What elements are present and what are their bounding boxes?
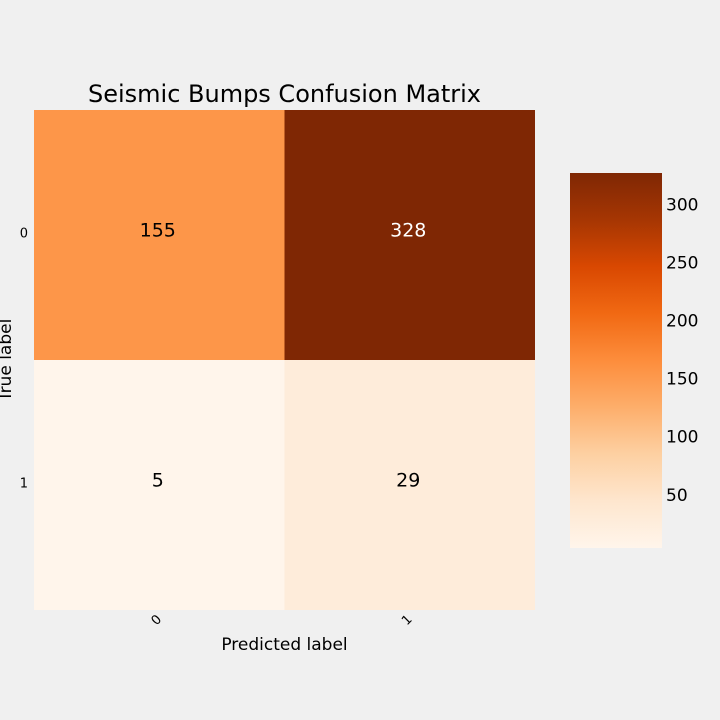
cell-value-label: 5	[152, 470, 164, 492]
colorbar-tick-label: 200	[666, 312, 698, 332]
colorbar-ticks: 50 100 150 200 250 300	[666, 196, 698, 506]
heatmap-cells	[34, 110, 535, 610]
heatmap-cell	[284, 360, 535, 610]
y-tick-label: 0	[20, 227, 28, 242]
colorbar-tick-label: 250	[666, 254, 698, 274]
colorbar-gradient	[570, 173, 662, 548]
colorbar-tick-label: 100	[666, 428, 698, 448]
cell-value-label: 29	[396, 470, 420, 492]
heatmap-cell	[284, 110, 535, 360]
chart-title: Seismic Bumps Confusion Matrix	[88, 80, 481, 108]
heatmap-cell	[34, 360, 285, 610]
colorbar-tick-label: 300	[666, 196, 698, 216]
heatmap-cell-labels: 155 328 5 29	[140, 220, 427, 492]
colorbar-tick-label: 50	[666, 486, 688, 506]
cell-value-label: 155	[140, 220, 176, 242]
y-axis-label: True label	[0, 319, 16, 403]
heatmap-cell	[34, 110, 285, 360]
x-axis-label: Predicted label	[221, 635, 347, 655]
cell-value-label: 328	[390, 220, 426, 242]
colorbar-tick-label: 150	[666, 370, 698, 390]
y-axis-ticks: 01	[20, 227, 28, 492]
x-tick-label: 1	[399, 612, 415, 628]
colorbar: 50 100 150 200 250 300	[570, 173, 698, 548]
y-tick-label: 1	[20, 477, 28, 492]
x-tick-label: 0	[149, 612, 165, 628]
